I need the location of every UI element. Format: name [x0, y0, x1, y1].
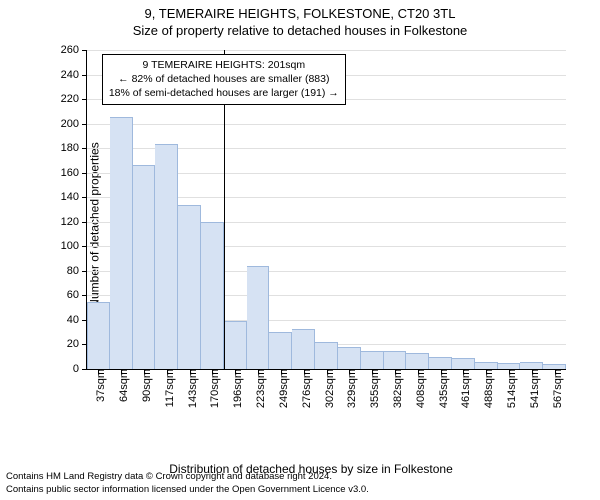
chart-title-main: 9, TEMERAIRE HEIGHTS, FOLKESTONE, CT20 3…: [0, 6, 600, 21]
histogram-bar: [475, 362, 498, 369]
x-tick-label: 196sqm: [226, 369, 244, 408]
annotation-line-3: 18% of semi-detached houses are larger (…: [109, 86, 339, 100]
chart-title-sub: Size of property relative to detached ho…: [0, 23, 600, 38]
x-tick-label: 90sqm: [135, 369, 153, 402]
histogram-bar: [110, 117, 133, 369]
histogram-bar: [361, 351, 384, 369]
histogram-bar: [155, 144, 178, 369]
y-tick-label: 260: [61, 44, 87, 56]
histogram-bar: [315, 342, 338, 369]
y-tick-label: 160: [61, 167, 87, 179]
x-tick-label: 541sqm: [523, 369, 541, 408]
x-tick-label: 143sqm: [181, 369, 199, 408]
y-tick-label: 60: [67, 289, 87, 301]
y-tick-label: 220: [61, 93, 87, 105]
x-tick-label: 408sqm: [409, 369, 427, 408]
x-tick-label: 567sqm: [546, 369, 564, 408]
histogram-bar: [247, 266, 270, 369]
histogram-bar: [520, 362, 543, 369]
y-tick-label: 240: [61, 69, 87, 81]
histogram-bar: [269, 332, 292, 369]
x-tick-label: 329sqm: [340, 369, 358, 408]
x-tick-label: 435sqm: [432, 369, 450, 408]
x-tick-label: 461sqm: [454, 369, 472, 408]
chart-area: Number of detached properties 0204060801…: [56, 50, 566, 400]
x-tick-label: 64sqm: [112, 369, 130, 402]
histogram-bar: [406, 353, 429, 369]
x-tick-label: 514sqm: [500, 369, 518, 408]
y-tick-label: 120: [61, 216, 87, 228]
x-tick-label: 382sqm: [386, 369, 404, 408]
histogram-bar: [133, 165, 156, 369]
y-tick-label: 40: [67, 314, 87, 326]
x-tick-label: 249sqm: [272, 369, 290, 408]
x-tick-label: 117sqm: [158, 369, 176, 407]
plot-region: 02040608010012014016018020022024026037sq…: [86, 50, 566, 370]
footer-attribution: Contains HM Land Registry data © Crown c…: [6, 471, 369, 496]
histogram-bar: [201, 222, 224, 369]
annotation-line-1: 9 TEMERAIRE HEIGHTS: 201sqm: [109, 58, 339, 72]
x-tick-label: 37sqm: [89, 369, 107, 402]
annotation-line-2: ← 82% of detached houses are smaller (88…: [109, 72, 339, 86]
footer-line2: Contains public sector information licen…: [6, 484, 369, 496]
y-tick-label: 0: [73, 363, 87, 375]
x-tick-label: 488sqm: [477, 369, 495, 408]
histogram-bar: [338, 347, 361, 369]
x-tick-label: 302sqm: [318, 369, 336, 408]
histogram-bar: [292, 329, 315, 369]
histogram-bar: [87, 302, 110, 369]
x-tick-label: 276sqm: [295, 369, 313, 408]
annotation-box: 9 TEMERAIRE HEIGHTS: 201sqm← 82% of deta…: [102, 54, 346, 105]
y-tick-label: 180: [61, 142, 87, 154]
chart-title-block: 9, TEMERAIRE HEIGHTS, FOLKESTONE, CT20 3…: [0, 0, 600, 38]
histogram-bar: [384, 351, 407, 369]
histogram-bar: [452, 358, 475, 369]
gridline: [87, 50, 566, 51]
y-tick-label: 80: [67, 265, 87, 277]
y-tick-label: 20: [67, 338, 87, 350]
y-tick-label: 200: [61, 118, 87, 130]
y-tick-label: 140: [61, 191, 87, 203]
footer-line1: Contains HM Land Registry data © Crown c…: [6, 471, 369, 483]
x-tick-label: 223sqm: [249, 369, 267, 408]
histogram-bar: [178, 205, 201, 369]
y-tick-label: 100: [61, 240, 87, 252]
x-tick-label: 355sqm: [363, 369, 381, 408]
histogram-bar: [429, 357, 452, 369]
x-tick-label: 170sqm: [203, 369, 221, 408]
gridline: [87, 124, 566, 125]
histogram-bar: [224, 321, 247, 369]
